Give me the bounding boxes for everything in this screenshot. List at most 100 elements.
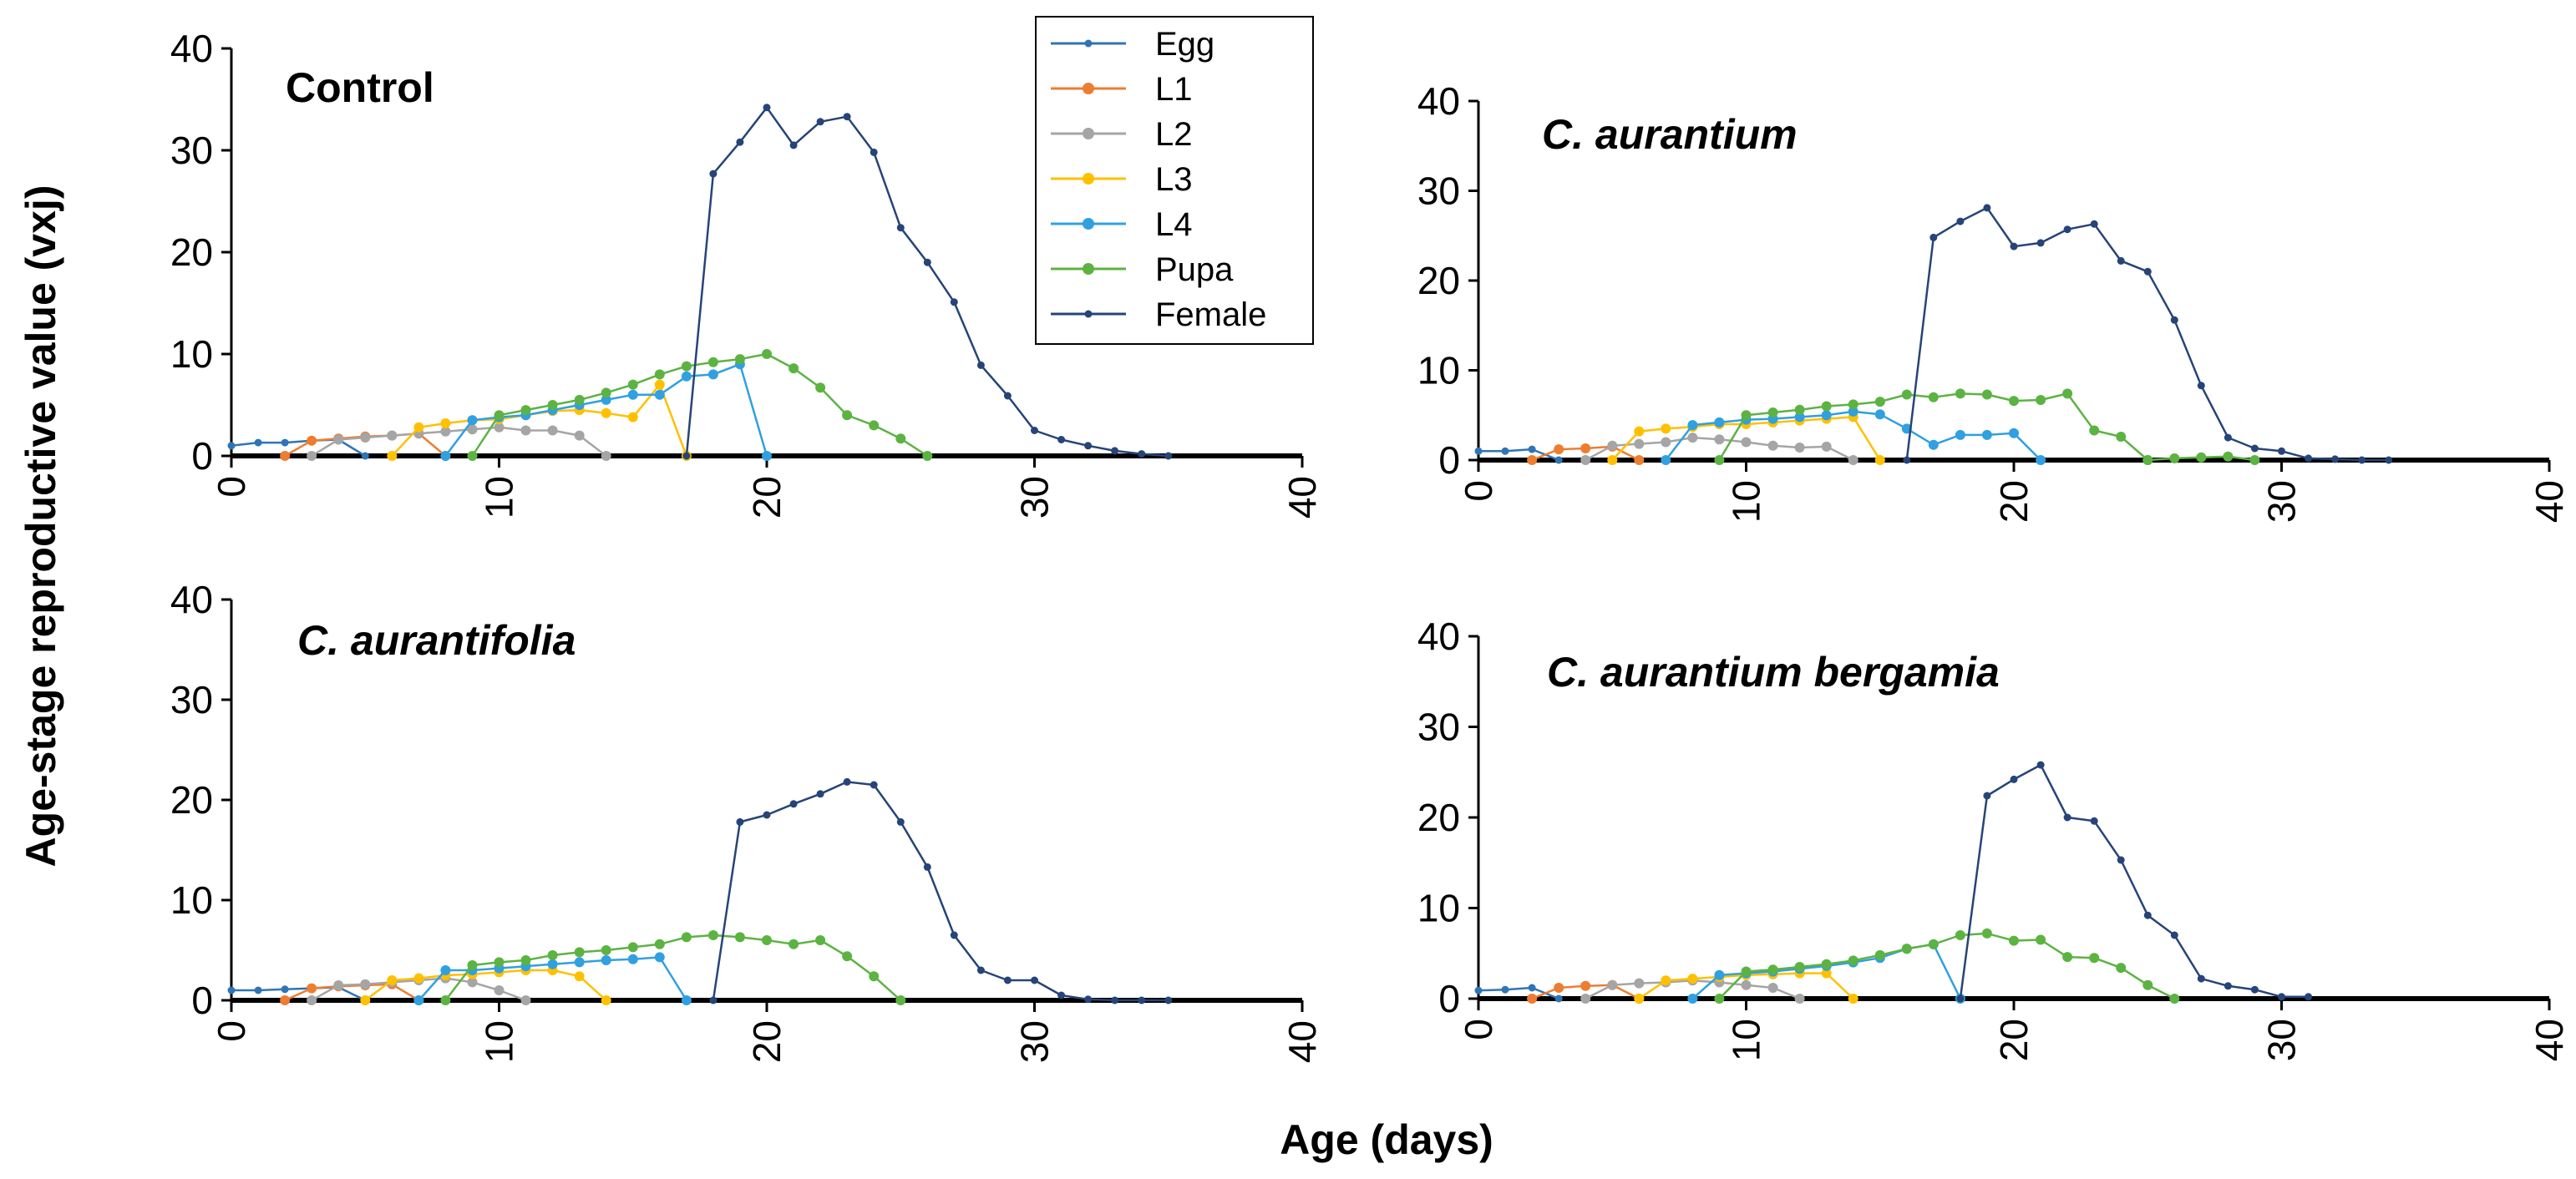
data-point-egg	[1501, 447, 1509, 455]
y-tick-label: 0	[1438, 977, 1460, 1020]
data-point-pupa	[681, 361, 692, 372]
data-point-l4	[2009, 428, 2019, 438]
x-axis-label: Age (days)	[1280, 1116, 1493, 1163]
legend-label: L1	[1155, 71, 1193, 108]
x-tick-label: 10	[1725, 480, 1768, 523]
data-point-l1	[1580, 980, 1591, 991]
data-point-l4	[1821, 410, 1832, 421]
data-point-l4	[654, 952, 665, 963]
data-point-egg	[254, 438, 262, 447]
y-tick-label: 10	[1417, 887, 1460, 930]
data-point-pupa	[1848, 399, 1858, 410]
data-point-l2	[1661, 437, 1671, 448]
data-point-female	[1031, 976, 1038, 984]
data-point-l4	[440, 451, 451, 461]
data-point-l4	[1661, 455, 1671, 465]
data-point-l3	[1661, 423, 1671, 434]
data-point-pupa	[2062, 388, 2073, 399]
data-point-female	[2117, 856, 2125, 864]
data-point-pupa	[1928, 392, 1939, 402]
data-point-l2	[1580, 455, 1591, 465]
x-tick-label: 0	[1457, 480, 1500, 502]
data-point-pupa	[1767, 407, 1778, 417]
data-point-female	[2090, 817, 2098, 825]
data-point-pupa	[1821, 401, 1832, 412]
x-tick-label: 30	[2260, 1019, 2304, 1061]
data-point-l2	[467, 424, 478, 435]
data-point-l4	[1687, 420, 1698, 431]
x-tick-label: 40	[1280, 1020, 1324, 1063]
data-point-pupa	[734, 932, 745, 943]
data-point-female	[870, 148, 878, 156]
data-point-female	[870, 781, 878, 789]
data-point-pupa	[2036, 934, 2046, 945]
data-point-female	[1111, 996, 1119, 1004]
data-point-female	[816, 790, 824, 798]
data-point-pupa	[1848, 955, 1858, 966]
data-point-l3	[360, 995, 371, 1005]
data-point-female	[923, 863, 931, 871]
y-tick-label: 20	[170, 778, 213, 822]
data-point-egg	[1528, 984, 1536, 992]
data-point-pupa	[707, 930, 718, 940]
data-point-female	[736, 138, 744, 146]
y-tick-label: 40	[1417, 615, 1460, 658]
data-point-pupa	[2169, 994, 2180, 1004]
data-point-female	[1164, 452, 1173, 460]
data-point-female	[736, 817, 744, 826]
data-point-female	[1164, 996, 1173, 1004]
series-line-egg	[231, 986, 366, 1002]
legend-label: L4	[1155, 206, 1193, 243]
data-point-l4	[681, 995, 692, 1005]
data-point-l2	[1767, 983, 1778, 993]
data-point-pupa	[1714, 994, 1725, 1004]
data-point-pupa	[1714, 455, 1725, 465]
data-point-pupa	[1981, 928, 1992, 939]
data-point-pupa	[494, 410, 505, 421]
data-point-l3	[1634, 994, 1645, 1004]
data-point-l4	[1955, 429, 1965, 440]
data-point-female	[896, 817, 905, 826]
data-point-pupa	[707, 357, 718, 367]
data-point-female	[1929, 233, 1938, 241]
data-point-female	[2036, 239, 2045, 247]
data-point-l3	[1687, 974, 1698, 984]
data-point-l2	[360, 433, 371, 443]
data-point-pupa	[1928, 939, 1939, 949]
legend: Egg L1 L2 L3 L4 Pupa Female	[1035, 16, 1314, 345]
data-point-female	[2143, 267, 2152, 276]
data-point-pupa	[627, 379, 638, 390]
data-point-egg	[1474, 986, 1483, 994]
data-point-pupa	[895, 433, 906, 444]
x-tick-label: 10	[1725, 1019, 1768, 1061]
x-tick-label: 30	[1013, 476, 1057, 519]
data-point-l4	[762, 451, 772, 461]
data-point-pupa	[842, 410, 853, 421]
data-point-pupa	[789, 363, 799, 374]
data-point-l3	[440, 418, 451, 428]
data-point-l2	[387, 430, 398, 441]
data-point-egg	[1528, 445, 1536, 453]
data-point-female	[2170, 931, 2178, 939]
y-tick-label: 20	[170, 230, 213, 274]
x-tick-label: 0	[210, 1020, 253, 1042]
legend-swatch-marker	[1083, 128, 1094, 139]
data-point-l1	[280, 995, 291, 1005]
data-point-pupa	[1874, 397, 1885, 407]
data-point-l2	[574, 430, 585, 441]
data-point-l3	[1821, 968, 1832, 979]
data-point-l2	[494, 985, 505, 995]
chart-panel-1: Control 0 10 20 30 40 0 10 20 30 40	[170, 27, 1324, 519]
y-tick-label: 30	[170, 129, 213, 172]
data-point-l2	[520, 425, 531, 436]
data-point-pupa	[1981, 389, 1992, 400]
data-point-female	[1057, 436, 1066, 443]
y-tick-label: 30	[1417, 170, 1460, 213]
data-point-female	[2010, 242, 2018, 250]
legend-swatch-marker	[1083, 263, 1094, 275]
y-tick-label: 40	[1417, 79, 1460, 123]
data-point-pupa	[922, 451, 933, 461]
data-point-l4	[1848, 406, 1858, 417]
x-tick-label: 20	[1992, 480, 2036, 523]
data-point-pupa	[869, 420, 880, 431]
